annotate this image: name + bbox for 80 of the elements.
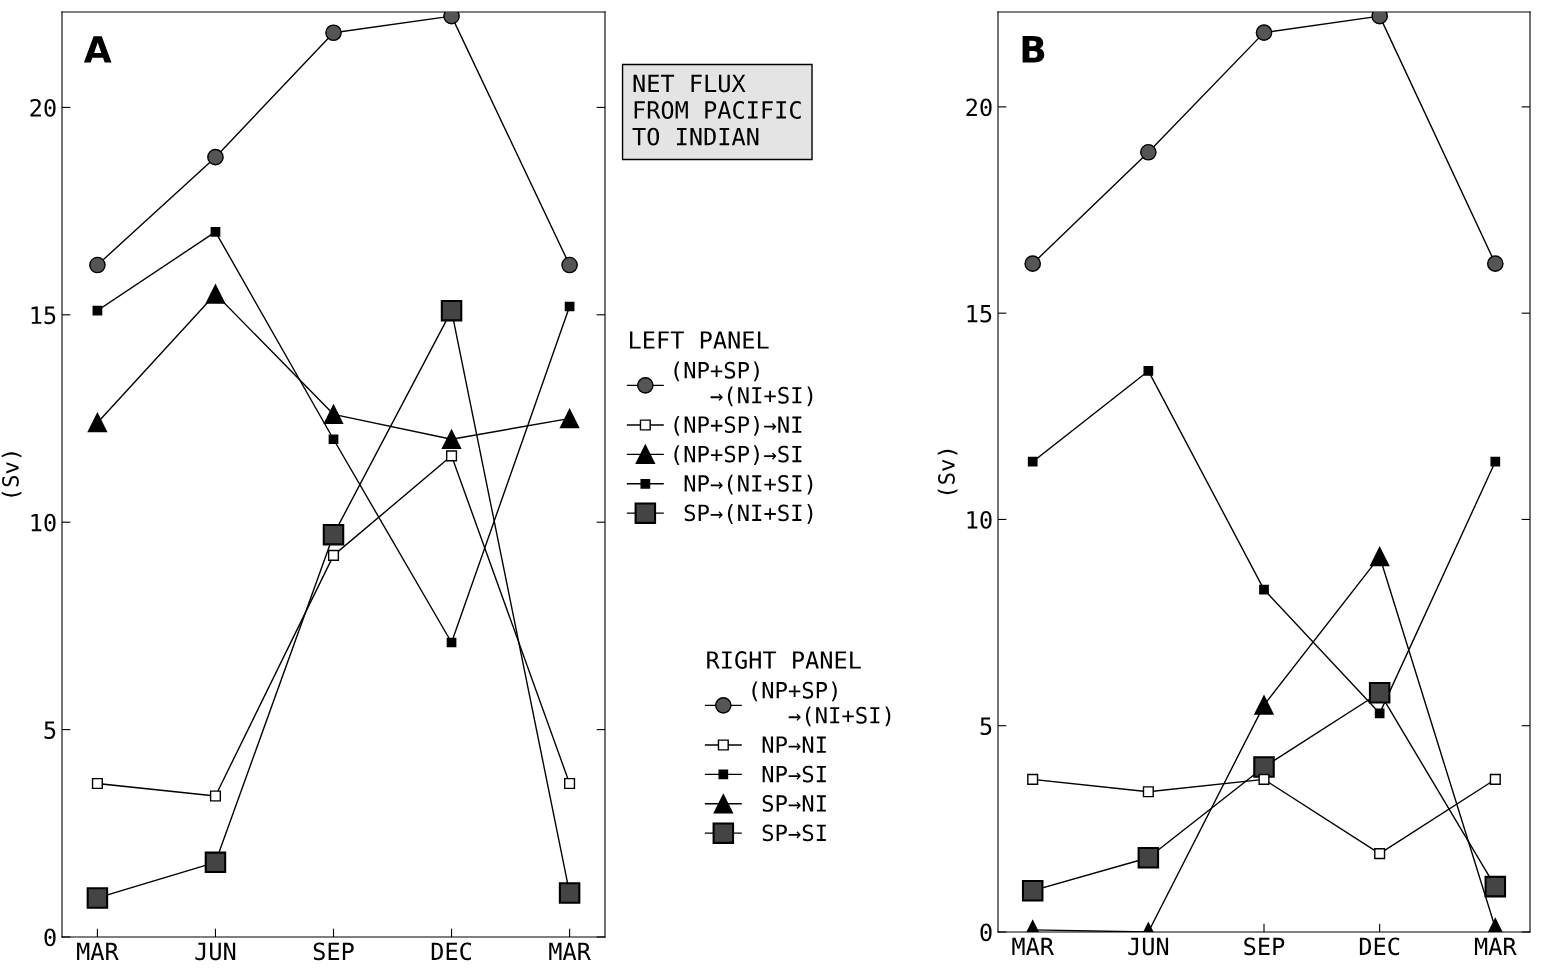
legend-label: SP→NI xyxy=(762,795,826,812)
point xyxy=(209,790,222,802)
point xyxy=(1374,848,1386,860)
y-axis-title: (Sv) xyxy=(1,452,22,497)
point xyxy=(1254,695,1274,715)
legend-label: (NP+SP) →(NI+SI) xyxy=(674,361,813,407)
y-tick-label: 20 xyxy=(30,98,56,117)
point xyxy=(1490,456,1501,467)
point xyxy=(558,882,581,904)
point xyxy=(1258,773,1270,785)
x-tick-label: MAR xyxy=(77,942,119,960)
point xyxy=(207,148,224,166)
point xyxy=(92,305,103,316)
legend-label: SP→SI xyxy=(762,824,826,842)
y-tick-label: 0 xyxy=(980,923,992,942)
x-tick-label: DEC xyxy=(1359,937,1400,956)
y-tick-label: 10 xyxy=(967,510,992,529)
point xyxy=(1021,879,1044,902)
point xyxy=(210,226,221,237)
x-tick-label: DEC xyxy=(431,942,472,961)
y-tick-label: 15 xyxy=(967,304,992,323)
point xyxy=(91,777,103,790)
point xyxy=(1368,681,1391,704)
legend-label: (NP+SP)→SI xyxy=(674,445,802,466)
legend-label: SP→(NI+SI) xyxy=(684,504,813,524)
point xyxy=(440,299,463,322)
y-tick-label: 0 xyxy=(44,928,56,947)
point xyxy=(1140,143,1157,161)
point xyxy=(1489,773,1501,785)
x-tick-label: SEP xyxy=(1244,937,1285,956)
point xyxy=(328,434,339,445)
y-tick-label: 15 xyxy=(31,306,56,325)
y-tick-label: 5 xyxy=(980,717,992,736)
point xyxy=(89,256,106,274)
x-tick-label: MAR xyxy=(1012,937,1055,955)
point xyxy=(1027,456,1038,467)
point xyxy=(561,256,578,274)
text: NET FLUX FROM PACIFIC TO INDIAN xyxy=(632,74,801,146)
point xyxy=(441,429,462,449)
x-tick-label: JUN xyxy=(195,942,236,961)
x-tick-label: MAR xyxy=(549,942,591,960)
y-tick-label: 10 xyxy=(31,513,56,532)
y-axis-title: (Sv) xyxy=(937,449,958,495)
y-tick-label: 20 xyxy=(966,98,992,117)
point xyxy=(1259,584,1269,595)
annotation: A xyxy=(83,36,112,63)
point xyxy=(564,777,576,790)
legend-label: NP→(NI+SI) xyxy=(684,474,813,495)
point xyxy=(1143,366,1154,376)
point xyxy=(1253,756,1275,778)
point xyxy=(559,408,580,429)
x-tick-label: JUN xyxy=(1128,937,1169,956)
point xyxy=(1255,24,1273,41)
point xyxy=(1484,875,1507,898)
point xyxy=(204,851,227,874)
y-tick-label: 5 xyxy=(44,721,56,739)
point xyxy=(86,887,109,909)
legend-label: NP→SI xyxy=(762,765,826,783)
legend-title: RIGHT PANEL xyxy=(707,651,861,669)
legend-title: LEFT PANEL xyxy=(630,331,769,349)
point xyxy=(1024,255,1042,272)
point xyxy=(87,412,108,433)
x-tick-label: MAR xyxy=(1474,937,1517,955)
legend-label: (NP+SP) →(NI+SI) xyxy=(752,681,891,727)
point xyxy=(1374,708,1385,719)
x-tick-label: SEP xyxy=(313,942,354,961)
point xyxy=(1369,546,1390,567)
point xyxy=(323,404,344,425)
point xyxy=(445,450,458,462)
point xyxy=(327,549,340,561)
point xyxy=(205,284,226,304)
point xyxy=(1027,773,1039,785)
point xyxy=(322,523,345,546)
legend-label: NP→NI xyxy=(762,736,826,753)
point xyxy=(1486,255,1504,272)
point xyxy=(1137,846,1160,869)
point xyxy=(1142,786,1154,798)
annotation: B xyxy=(1022,36,1045,63)
legend-label: (NP+SP)→NI xyxy=(674,415,802,436)
point xyxy=(325,24,342,42)
